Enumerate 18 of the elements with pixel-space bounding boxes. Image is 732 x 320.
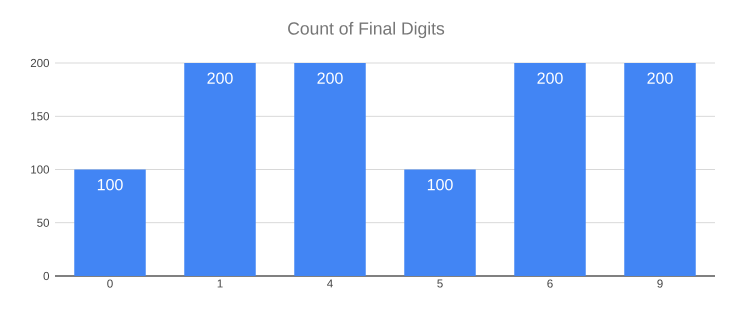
x-tick-label: 5 <box>437 280 443 288</box>
data-label: 200 <box>647 72 673 84</box>
y-tick-label: 200 <box>30 58 50 68</box>
x-tick-label: 4 <box>327 280 333 288</box>
data-label: 200 <box>317 72 343 84</box>
x-tick-label: 6 <box>547 280 553 288</box>
y-tick-label: 50 <box>37 218 50 227</box>
data-label: 200 <box>537 72 563 84</box>
x-tick-label: 0 <box>107 280 113 288</box>
y-tick-label: 150 <box>31 112 50 120</box>
data-label: 100 <box>98 179 123 190</box>
data-label: 100 <box>428 179 453 190</box>
y-tick-label: 0 <box>44 272 50 280</box>
x-tick-label: 9 <box>657 280 663 288</box>
data-label: 200 <box>207 72 233 84</box>
chart-title: Count of Final Digits <box>288 22 444 38</box>
x-tick-label: 1 <box>218 280 223 288</box>
y-tick-label: 100 <box>31 165 50 174</box>
